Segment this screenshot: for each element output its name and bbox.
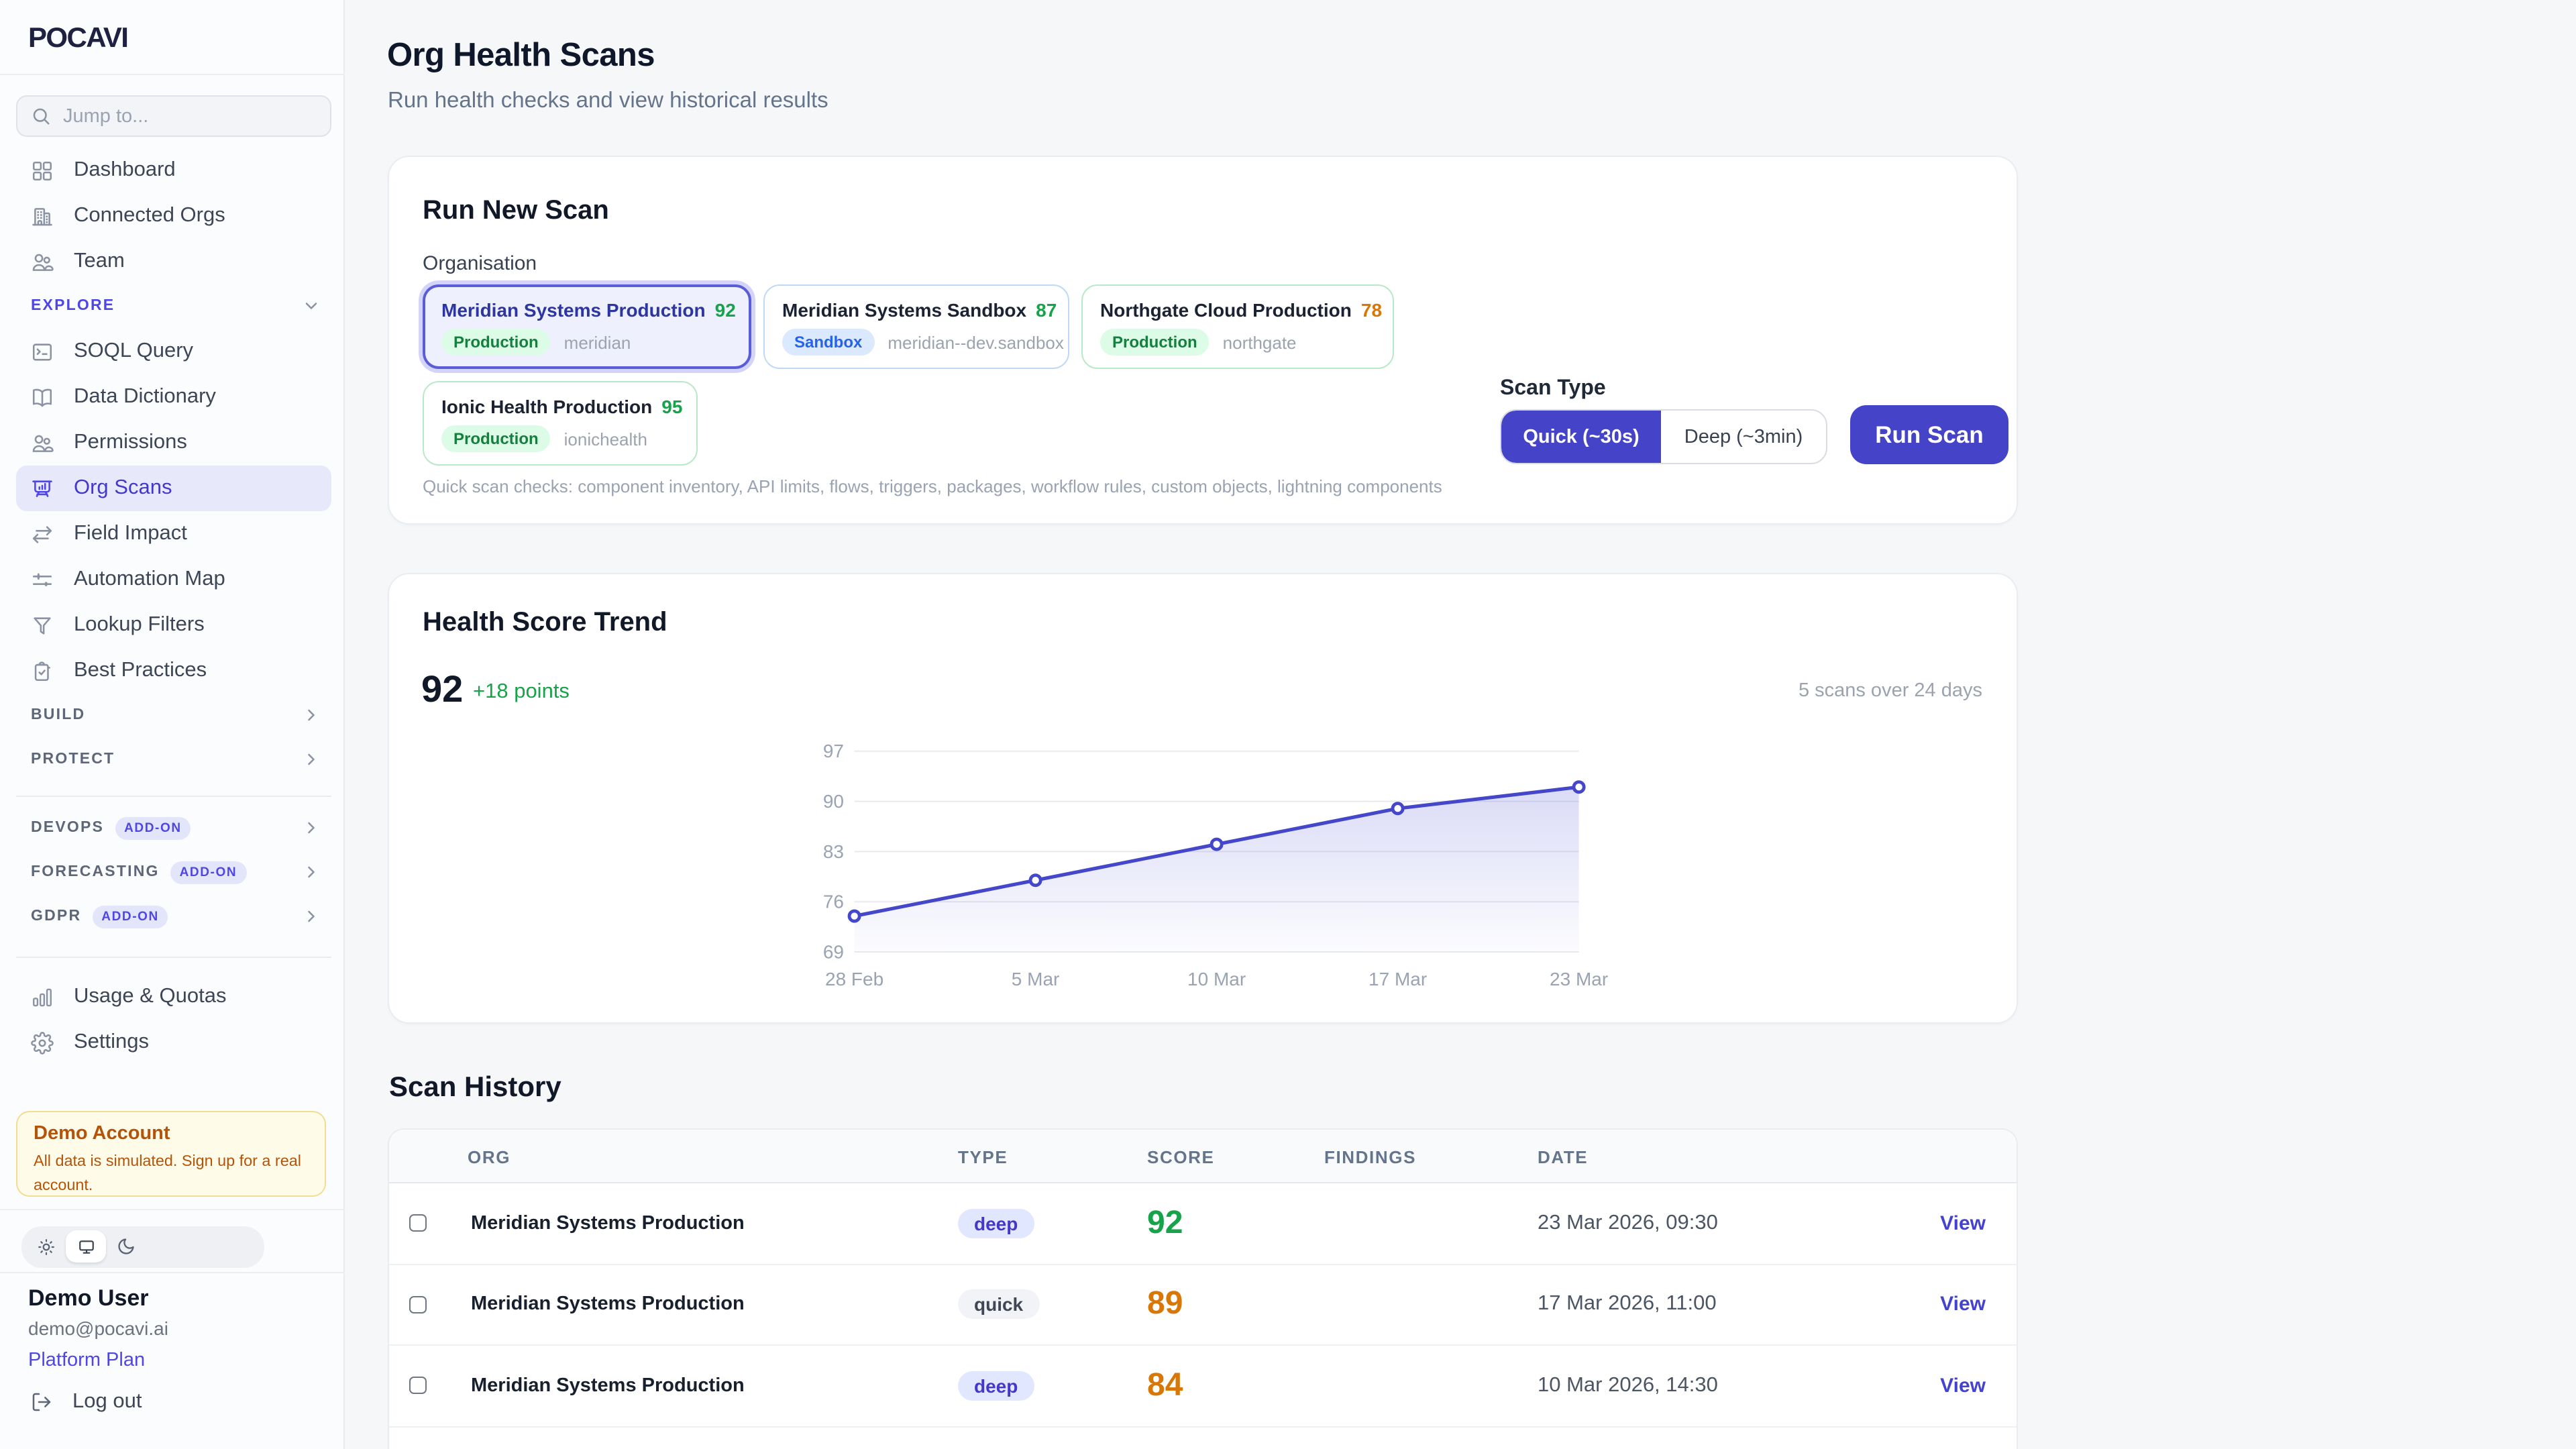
svg-text:10 Mar: 10 Mar — [1187, 969, 1246, 989]
svg-text:83: 83 — [823, 841, 844, 862]
svg-text:90: 90 — [823, 791, 844, 812]
svg-text:28 Feb: 28 Feb — [825, 969, 883, 989]
svg-text:97: 97 — [823, 741, 844, 761]
svg-text:23 Mar: 23 Mar — [1550, 969, 1608, 989]
svg-text:76: 76 — [823, 892, 844, 912]
svg-text:5 Mar: 5 Mar — [1012, 969, 1060, 989]
svg-text:69: 69 — [823, 941, 844, 962]
svg-text:17 Mar: 17 Mar — [1368, 969, 1427, 989]
